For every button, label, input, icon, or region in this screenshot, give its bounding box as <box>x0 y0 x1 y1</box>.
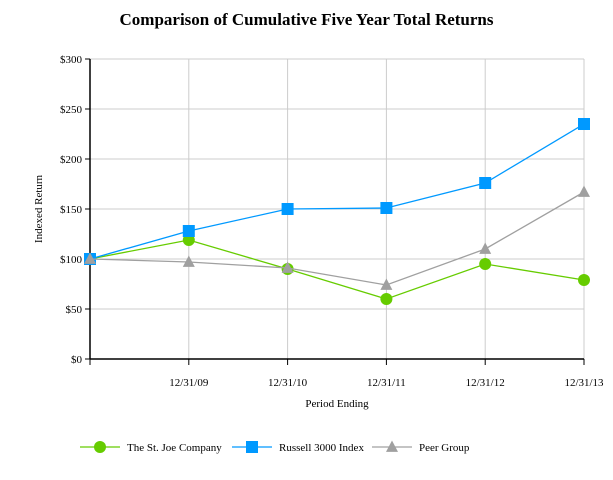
data-point <box>182 255 195 267</box>
data-point <box>479 258 492 270</box>
legend-label: Peer Group <box>419 442 470 454</box>
data-point <box>281 203 294 215</box>
series-lines <box>84 118 590 305</box>
data-point <box>578 118 590 130</box>
legend-marker <box>386 440 398 452</box>
y-tick-label: $250 <box>60 104 83 116</box>
data-point <box>380 293 393 305</box>
y-tick-label: $300 <box>60 54 83 66</box>
legend-item: Peer Group <box>372 440 470 454</box>
series-russell-3000-index <box>84 118 590 265</box>
y-axis-title: Indexed Return <box>33 174 45 243</box>
legend-item: Russell 3000 Index <box>232 441 364 454</box>
y-tick-label: $100 <box>60 254 83 266</box>
tick-labels: $0 $50 $100 $150 $200 $250 $300 12/31/09 12/31/1… <box>60 54 604 389</box>
data-point <box>84 252 96 264</box>
legend-label: Russell 3000 Index <box>279 442 364 454</box>
legend-marker <box>94 441 106 453</box>
y-tick-label: $150 <box>60 204 83 216</box>
series-peer-group <box>84 185 590 290</box>
x-axis-title: Period Ending <box>305 398 369 410</box>
legend: The St. Joe Company Russell 3000 Index Pee… <box>80 440 470 454</box>
data-point <box>380 202 393 214</box>
series-line <box>89 191 585 286</box>
data-point <box>479 177 492 189</box>
x-tick-label: 12/31/09 <box>169 377 209 389</box>
data-point <box>479 242 492 254</box>
chart-title: Comparison of Cumulative Five Year Total… <box>119 10 494 29</box>
gridlines <box>90 58 585 359</box>
legend-label: The St. Joe Company <box>127 442 222 454</box>
y-tick-label: $50 <box>66 304 83 316</box>
y-tick-label: $200 <box>60 154 83 166</box>
x-tick-label: 12/31/11 <box>367 377 406 389</box>
legend-item: The St. Joe Company <box>80 441 222 454</box>
data-point <box>380 278 393 290</box>
data-point <box>182 225 195 237</box>
x-tick-label: 12/31/12 <box>466 377 505 389</box>
axes <box>85 58 585 365</box>
x-tick-label: 12/31/10 <box>268 377 308 389</box>
legend-marker <box>246 441 258 453</box>
x-tick-label: 12/31/13 <box>564 377 604 389</box>
series-the-st-joe-company <box>84 234 590 305</box>
y-tick-label: $0 <box>71 354 83 366</box>
series-line <box>89 239 585 300</box>
data-point <box>578 185 590 197</box>
series-line <box>89 123 585 260</box>
data-point <box>578 274 590 286</box>
data-point <box>281 261 294 273</box>
